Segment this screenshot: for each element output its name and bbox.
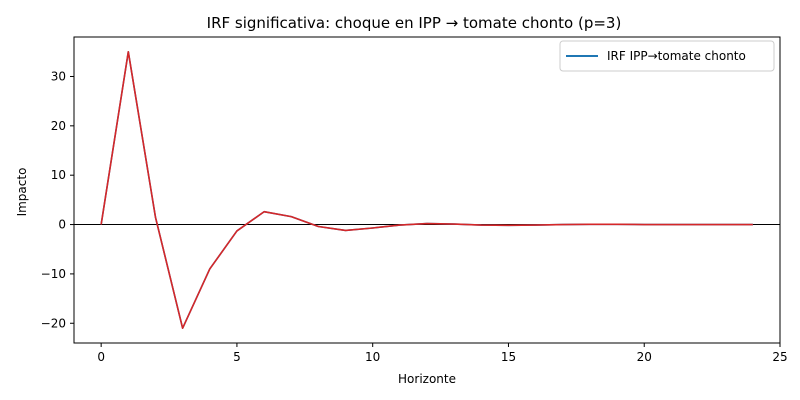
x-tick-label: 15 — [501, 350, 516, 364]
x-axis-label: Horizonte — [398, 372, 456, 386]
y-tick-label: −20 — [41, 316, 66, 330]
plot-area: 0 5 10 15 20 25 −20 −10 0 10 20 30 — [41, 36, 788, 364]
plot-frame — [73, 36, 781, 344]
x-tick-label: 10 — [365, 350, 380, 364]
y-tick-label: 30 — [51, 69, 66, 83]
y-tick-label: 20 — [51, 119, 66, 133]
legend-box — [559, 40, 775, 72]
legend: IRF IPP→tomate chonto — [559, 40, 775, 72]
legend-label: IRF IPP→tomate chonto — [607, 49, 746, 63]
y-tick-label: 10 — [51, 168, 66, 182]
y-axis-label: Impacto — [15, 168, 29, 217]
series-line-1 — [100, 51, 753, 329]
series-line-0 — [100, 51, 753, 329]
x-tick-label: 20 — [637, 350, 652, 364]
x-tick-label: 0 — [97, 350, 105, 364]
chart-title: IRF significativa: choque en IPP → tomat… — [207, 14, 622, 32]
x-tick-label: 5 — [233, 350, 241, 364]
y-tick-label: −10 — [41, 267, 66, 281]
x-tick-label: 25 — [772, 350, 787, 364]
y-tick-label: 0 — [58, 218, 66, 232]
